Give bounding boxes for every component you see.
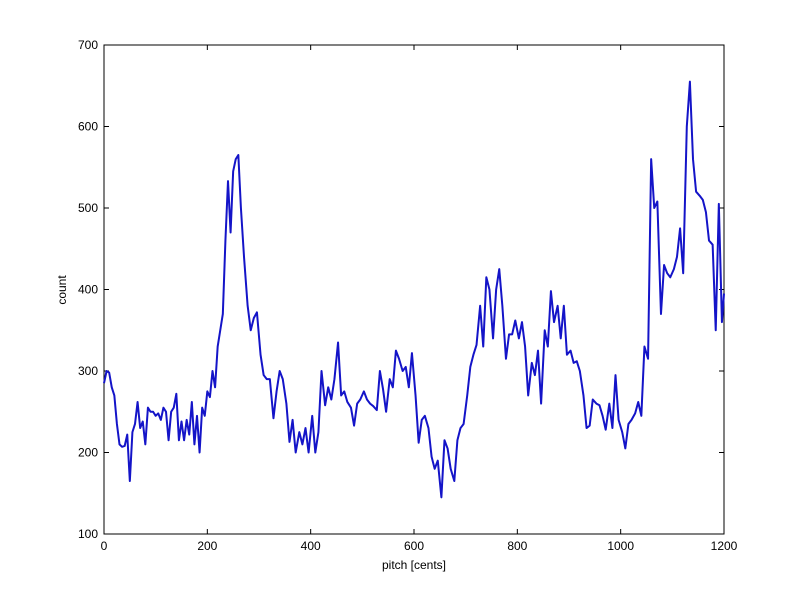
x-tick-label: 200 <box>197 539 217 553</box>
y-tick-label: 300 <box>78 364 98 378</box>
x-tick-label: 400 <box>301 539 321 553</box>
plot-frame <box>103 44 725 535</box>
y-tick-label: 200 <box>78 446 98 460</box>
y-tick-label: 100 <box>78 527 98 541</box>
x-tick-label: 600 <box>404 539 424 553</box>
x-tick-label: 0 <box>101 539 108 553</box>
y-tick-label: 400 <box>78 283 98 297</box>
x-axis-label: pitch [cents] <box>382 558 446 572</box>
x-tick-label: 1200 <box>711 539 738 553</box>
x-tick-label: 1000 <box>607 539 634 553</box>
y-axis-label: count <box>55 275 69 305</box>
data-line <box>103 80 725 499</box>
y-tick-label: 600 <box>78 120 98 134</box>
y-tick-label: 500 <box>78 201 98 215</box>
y-tick-label: 700 <box>78 38 98 52</box>
x-tick-label: 800 <box>507 539 527 553</box>
